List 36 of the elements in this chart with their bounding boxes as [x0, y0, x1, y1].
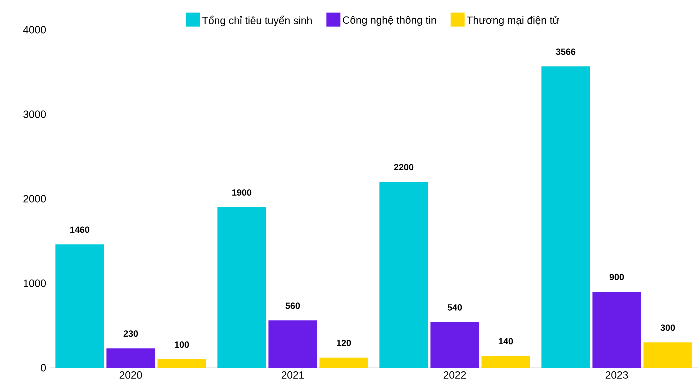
bar	[268, 320, 318, 368]
y-tick-label: 1000	[24, 280, 46, 288]
bar	[482, 356, 530, 368]
x-tick-label: 2022	[444, 372, 466, 379]
bar	[106, 348, 156, 368]
data-label: 3566	[556, 48, 576, 56]
bar	[380, 182, 428, 368]
bar	[218, 207, 266, 368]
legend-label: Công nghệ thông tin	[343, 16, 436, 26]
data-label: 900	[610, 274, 624, 280]
legend-label: Thương mại điện tử	[467, 16, 560, 26]
bar	[644, 342, 692, 368]
data-label: 540	[448, 304, 462, 311]
bar	[430, 322, 480, 368]
data-label: 300	[660, 324, 676, 332]
data-label: 1460	[70, 226, 90, 234]
data-label: 100	[175, 342, 190, 348]
y-tick-label: 0	[41, 364, 46, 372]
data-label: 2200	[394, 164, 414, 171]
bar	[56, 244, 104, 368]
bar	[158, 360, 206, 368]
x-tick-label: 2021	[282, 372, 304, 379]
data-label: 230	[124, 330, 138, 338]
y-tick-label: 3000	[24, 110, 46, 118]
y-tick-label: 2000	[24, 195, 46, 203]
legend-label: Tổng chỉ tiêu tuyển sinh	[202, 16, 312, 26]
bar	[592, 292, 642, 368]
bar	[320, 358, 368, 368]
data-label: 560	[286, 302, 300, 310]
x-tick-label: 2023	[606, 372, 628, 379]
data-label: 120	[337, 340, 352, 346]
data-label: 140	[499, 338, 514, 345]
x-tick-label: 2020	[120, 372, 142, 379]
bar	[542, 66, 590, 368]
data-label: 1900	[232, 190, 252, 196]
y-tick-label: 4000	[23, 26, 46, 34]
